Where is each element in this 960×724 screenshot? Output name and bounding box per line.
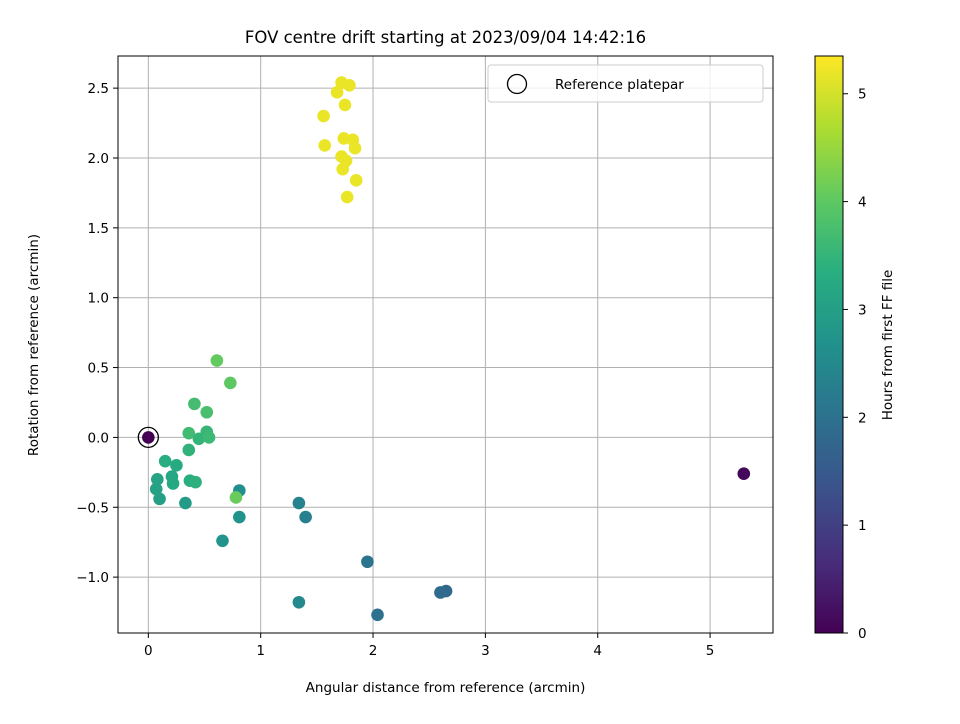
scatter-point bbox=[166, 477, 180, 490]
scatter-point bbox=[188, 397, 201, 411]
y-tick-label: 2.5 bbox=[88, 81, 109, 97]
x-tick-label: 1 bbox=[256, 643, 265, 659]
reference-platepar-marker bbox=[137, 426, 159, 449]
y-axis-ticks: −1.0 −0.5 0.0 0.5 1.0 1.5 2.0 2.5 bbox=[76, 81, 118, 586]
scatter-point bbox=[349, 174, 363, 187]
colorbar: 0 1 2 3 4 5 Hours from first FF file bbox=[814, 55, 896, 642]
y-tick-label: 2.0 bbox=[88, 151, 109, 167]
legend-entry-label: Reference platepar bbox=[555, 77, 684, 93]
y-tick-label: 1.5 bbox=[88, 221, 109, 237]
grid-lines bbox=[118, 56, 773, 633]
colorbar-tick-label: 3 bbox=[858, 302, 867, 318]
scatter-point bbox=[737, 467, 751, 481]
scatter-point bbox=[202, 431, 216, 444]
reference-marker bbox=[137, 426, 159, 449]
colorbar-tick-label: 5 bbox=[858, 87, 867, 103]
y-tick-label: −0.5 bbox=[76, 500, 109, 516]
scatter-point bbox=[182, 443, 196, 457]
scatter-point bbox=[292, 496, 306, 510]
scatter-point bbox=[299, 510, 312, 524]
scatter-point bbox=[371, 608, 384, 622]
scatter-point bbox=[200, 405, 214, 419]
scatter-point bbox=[179, 496, 192, 510]
scatter-point bbox=[182, 426, 196, 440]
y-tick-label: 0.0 bbox=[88, 430, 109, 446]
colorbar-gradient bbox=[814, 55, 844, 634]
y-tick-label: −1.0 bbox=[76, 570, 109, 586]
scatter-point bbox=[158, 454, 172, 468]
scatter-point bbox=[216, 534, 229, 548]
scatter-point bbox=[330, 86, 344, 99]
x-tick-label: 4 bbox=[593, 643, 602, 659]
x-axis-ticks: 0 1 2 3 4 5 bbox=[144, 633, 714, 659]
chart-title: FOV centre drift starting at 2023/09/04 … bbox=[245, 28, 646, 47]
scatter-point bbox=[142, 431, 155, 444]
scatter-point bbox=[317, 109, 330, 123]
scatter-point bbox=[318, 139, 332, 152]
scatter-point bbox=[434, 586, 447, 599]
scatter-point bbox=[292, 595, 306, 609]
y-tick-label: 1.0 bbox=[88, 291, 109, 307]
scatter-point bbox=[224, 376, 237, 390]
scatter-point bbox=[151, 473, 164, 486]
scatter-point bbox=[343, 79, 356, 92]
scatter-point bbox=[170, 459, 183, 472]
colorbar-ticks: 0 1 2 3 4 5 bbox=[843, 87, 867, 642]
legend: Reference platepar bbox=[487, 64, 764, 103]
y-tick-label: 0.5 bbox=[88, 361, 109, 377]
x-tick-label: 0 bbox=[144, 643, 153, 659]
colorbar-tick-label: 1 bbox=[858, 518, 867, 534]
scatter-point bbox=[233, 510, 246, 524]
scatter-point bbox=[210, 354, 224, 367]
scatter-point bbox=[336, 162, 349, 176]
colorbar-tick-label: 2 bbox=[858, 410, 867, 426]
scatter-point bbox=[149, 482, 163, 496]
legend-reference-icon bbox=[506, 73, 528, 95]
data-points bbox=[142, 76, 751, 622]
x-axis-label: Angular distance from reference (arcmin) bbox=[306, 680, 586, 696]
scatter-point bbox=[338, 98, 352, 112]
x-tick-label: 3 bbox=[481, 643, 490, 659]
scatter-point bbox=[340, 190, 354, 204]
scatter-point bbox=[189, 475, 202, 489]
x-tick-label: 2 bbox=[369, 643, 378, 659]
colorbar-tick-label: 0 bbox=[858, 626, 867, 642]
y-axis-label: Rotation from reference (arcmin) bbox=[26, 234, 42, 456]
colorbar-label: Hours from first FF file bbox=[880, 270, 896, 421]
x-tick-label: 5 bbox=[706, 643, 715, 659]
plot-frame bbox=[117, 55, 774, 634]
colorbar-tick-label: 4 bbox=[858, 195, 867, 211]
scatter-point bbox=[348, 141, 362, 155]
scatter-point bbox=[153, 492, 166, 506]
legend-box bbox=[487, 64, 764, 103]
scatter-point bbox=[229, 491, 243, 504]
scatter-point bbox=[361, 555, 374, 569]
